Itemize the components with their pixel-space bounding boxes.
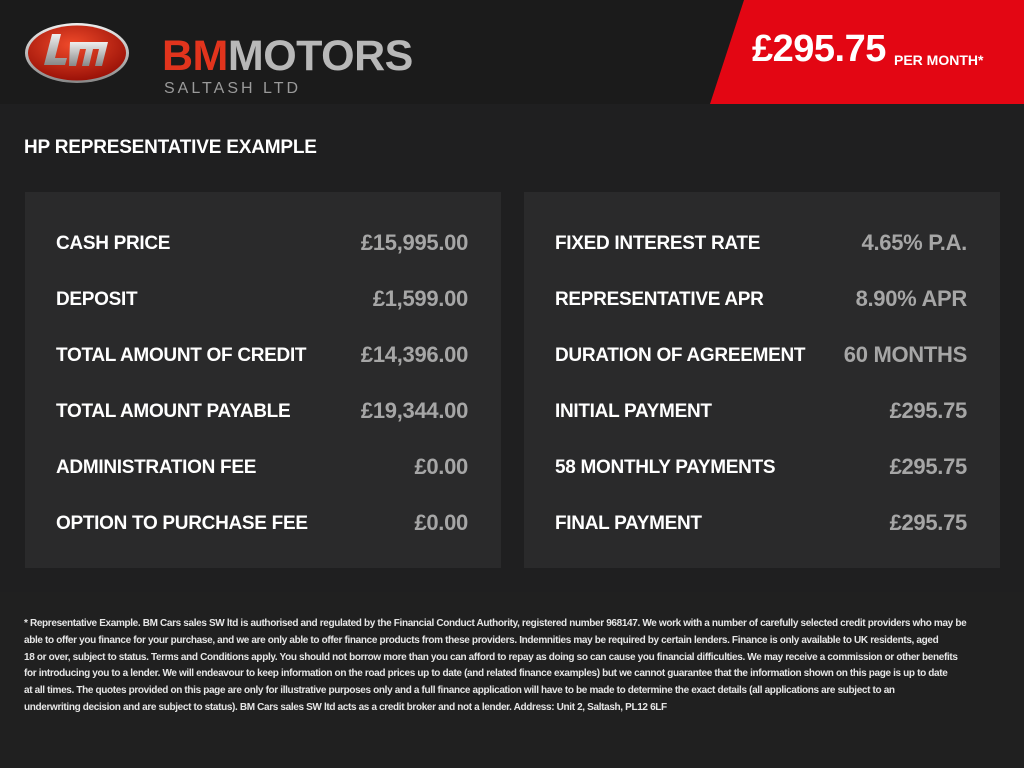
finance-value: £0.00: [414, 454, 468, 479]
per-month-label: PER MONTH*: [894, 52, 984, 68]
disclaimer-line: underwriting decision and are subject to…: [24, 701, 667, 713]
disclaimer-line: at all times. The quotes provided on thi…: [24, 685, 895, 697]
finance-panel-right: FIXED INTEREST RATE 4.65% P.A. REPRESENTAT…: [524, 192, 1000, 568]
finance-label: 58 MONTHLY PAYMENTS: [555, 457, 776, 478]
finance-label: ADMINISTRATION FEE: [56, 457, 257, 478]
finance-label: FINAL PAYMENT: [555, 513, 702, 534]
finance-row: TOTAL AMOUNT PAYABLE £19,344.00: [56, 398, 468, 431]
finance-value: £15,995.00: [360, 230, 468, 255]
logo[interactable]: BMMOTORS SALTASH LTD: [22, 16, 422, 97]
finance-value: £0.00: [414, 510, 468, 535]
finance-value: 4.65% P.A.: [861, 230, 968, 255]
finance-label: INITIAL PAYMENT: [555, 401, 712, 422]
disclaimer-line: for introducing you to a lender. We will…: [24, 668, 948, 680]
footer: * Representative Example. BM Cars sales …: [0, 592, 1024, 768]
brand-bm: BM: [162, 32, 228, 80]
disclaimer-line: * Representative Example. BM Cars sales …: [24, 618, 967, 629]
disclaimer-line: able to offer you finance for your purch…: [24, 634, 939, 646]
finance-row: TOTAL AMOUNT OF CREDIT £14,396.00: [56, 342, 468, 375]
finance-label: DEPOSIT: [56, 289, 138, 310]
finance-value: £295.75: [889, 398, 968, 423]
finance-value: £14,396.00: [360, 342, 468, 367]
finance-label: CASH PRICE: [56, 233, 171, 254]
finance-value: £19,344.00: [360, 398, 468, 423]
finance-value: 60 MONTHS: [843, 342, 968, 367]
header: BMMOTORS SALTASH LTD £295.75 PER MONTH*: [0, 0, 1024, 104]
finance-value: £295.75: [889, 510, 968, 535]
finance-value: £295.75: [889, 454, 968, 479]
finance-row: INITIAL PAYMENT £295.75: [555, 398, 968, 431]
finance-value: 8.90% APR: [855, 286, 968, 311]
finance-row: ADMINISTRATION FEE £0.00: [56, 454, 468, 487]
finance-panel-left: CASH PRICE £15,995.00 DEPOSIT £1,599.00 TOTA…: [25, 192, 501, 568]
finance-label: FIXED INTEREST RATE: [555, 233, 761, 254]
finance-label: TOTAL AMOUNT OF CREDIT: [56, 345, 307, 366]
finance-row: FIXED INTEREST RATE 4.65% P.A.: [555, 230, 968, 263]
monthly-price: £295.75: [752, 28, 886, 70]
section-title: HP REPRESENTATIVE EXAMPLE: [24, 137, 317, 158]
finance-row: REPRESENTATIVE APR 8.90% APR: [555, 286, 968, 319]
finance-value: £1,599.00: [372, 286, 468, 311]
brand-name: BMMOTORS: [162, 32, 413, 80]
disclaimer-line: 18 or over, subject to status. Terms and…: [24, 651, 958, 663]
finance-row: 58 MONTHLY PAYMENTS £295.75: [555, 454, 968, 487]
finance-row: OPTION TO PURCHASE FEE £0.00: [56, 510, 468, 543]
finance-label: DURATION OF AGREEMENT: [555, 345, 806, 366]
brand-motors: MOTORS: [227, 32, 413, 80]
monthly-price-banner: £295.75 PER MONTH*: [710, 0, 1024, 104]
finance-label: OPTION TO PURCHASE FEE: [56, 513, 308, 534]
finance-row: FINAL PAYMENT £295.75: [555, 510, 968, 543]
brand-subtitle: SALTASH LTD: [164, 80, 302, 97]
finance-row: DEPOSIT £1,599.00: [56, 286, 468, 319]
disclaimer: * Representative Example. BM Cars sales …: [24, 616, 967, 717]
finance-label: TOTAL AMOUNT PAYABLE: [56, 401, 291, 422]
finance-row: DURATION OF AGREEMENT 60 MONTHS: [555, 342, 968, 375]
finance-label: REPRESENTATIVE APR: [555, 289, 764, 310]
finance-row: CASH PRICE £15,995.00: [56, 230, 468, 263]
logo-emblem-icon: [25, 23, 129, 83]
